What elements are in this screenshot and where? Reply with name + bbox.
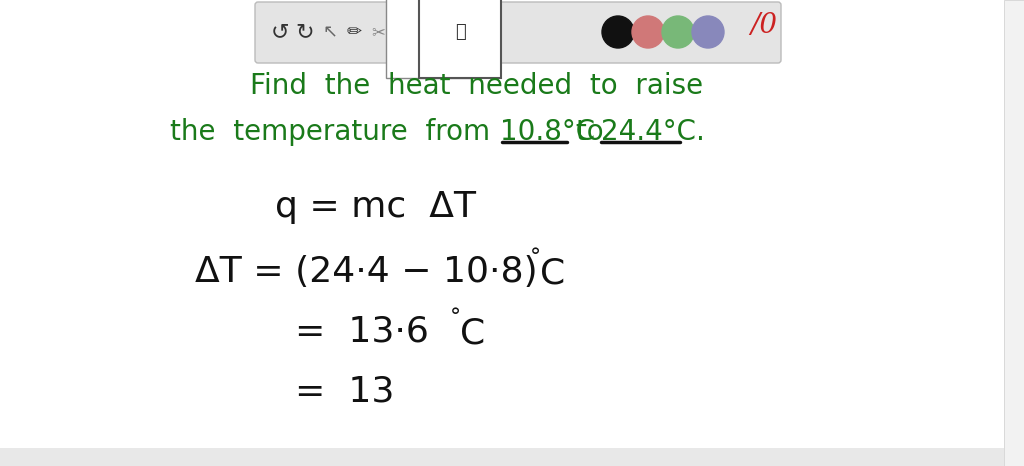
Text: 10.8°C: 10.8°C <box>500 118 595 146</box>
Text: ↖: ↖ <box>323 23 338 41</box>
Text: ↻: ↻ <box>296 22 314 42</box>
Text: Find  the  heat  needed  to  raise: Find the heat needed to raise <box>250 72 703 100</box>
Text: A: A <box>422 23 434 41</box>
Text: ↺: ↺ <box>270 22 290 42</box>
Circle shape <box>662 16 694 48</box>
Text: ✂: ✂ <box>371 23 385 41</box>
Text: ╱: ╱ <box>396 21 408 44</box>
Text: ⛰: ⛰ <box>455 23 465 41</box>
Text: /0: /0 <box>750 12 777 39</box>
Text: =  13: = 13 <box>295 375 394 409</box>
FancyBboxPatch shape <box>255 2 781 63</box>
Circle shape <box>632 16 664 48</box>
Circle shape <box>602 16 634 48</box>
Text: =  13·6: = 13·6 <box>295 315 429 349</box>
Text: °: ° <box>530 247 541 267</box>
Text: C: C <box>540 257 565 291</box>
FancyBboxPatch shape <box>0 448 1004 466</box>
Text: ✏: ✏ <box>346 23 361 41</box>
Circle shape <box>692 16 724 48</box>
Text: to: to <box>567 118 612 146</box>
FancyBboxPatch shape <box>1004 0 1024 466</box>
Text: °: ° <box>450 307 461 327</box>
Text: ΔT = (24·4 − 10·8): ΔT = (24·4 − 10·8) <box>195 255 538 289</box>
Text: the  temperature  from: the temperature from <box>170 118 508 146</box>
Text: 24.4°C.: 24.4°C. <box>601 118 705 146</box>
Text: C: C <box>460 317 485 351</box>
Text: q = mc  ΔT: q = mc ΔT <box>275 190 476 224</box>
